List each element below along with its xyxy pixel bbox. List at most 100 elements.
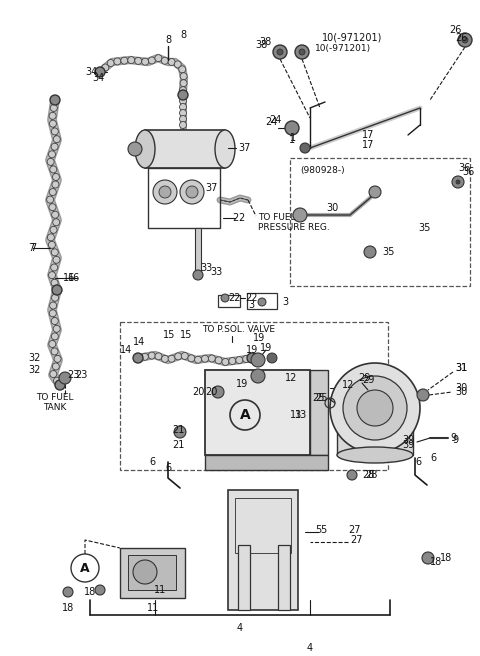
Circle shape — [53, 325, 60, 333]
Text: 12: 12 — [285, 373, 298, 383]
Circle shape — [168, 355, 175, 362]
Ellipse shape — [215, 130, 235, 168]
Bar — [195, 228, 201, 273]
Circle shape — [180, 115, 187, 123]
Circle shape — [135, 58, 142, 64]
Circle shape — [48, 241, 55, 249]
Text: 8: 8 — [165, 35, 171, 45]
Text: 37: 37 — [238, 143, 251, 153]
Circle shape — [180, 98, 187, 104]
Text: 5: 5 — [315, 525, 321, 535]
Circle shape — [222, 358, 229, 365]
Circle shape — [267, 353, 277, 363]
Circle shape — [174, 426, 186, 438]
Circle shape — [180, 110, 187, 117]
Circle shape — [188, 355, 195, 362]
Circle shape — [194, 356, 202, 363]
Circle shape — [175, 353, 181, 360]
Text: 6: 6 — [430, 453, 436, 463]
Circle shape — [168, 58, 175, 66]
Circle shape — [159, 186, 171, 198]
Circle shape — [96, 68, 104, 75]
Circle shape — [357, 390, 393, 426]
Circle shape — [95, 67, 105, 77]
Text: A: A — [240, 408, 251, 422]
Text: 18: 18 — [62, 603, 74, 613]
Circle shape — [456, 180, 460, 184]
Circle shape — [51, 279, 58, 286]
Circle shape — [51, 96, 59, 104]
Circle shape — [49, 302, 57, 309]
Circle shape — [49, 188, 56, 195]
Circle shape — [236, 357, 243, 363]
Bar — [228, 490, 298, 610]
Circle shape — [53, 256, 60, 263]
Circle shape — [63, 587, 73, 597]
Circle shape — [49, 112, 56, 119]
Circle shape — [208, 355, 216, 362]
Text: 19: 19 — [260, 343, 272, 353]
Text: 36: 36 — [458, 163, 470, 173]
Circle shape — [180, 87, 186, 94]
Text: 32: 32 — [28, 353, 40, 363]
Circle shape — [114, 58, 121, 65]
Text: 1: 1 — [290, 133, 296, 143]
Circle shape — [47, 158, 54, 165]
Text: 19: 19 — [253, 333, 265, 343]
Circle shape — [251, 369, 265, 383]
Text: 2: 2 — [238, 213, 244, 223]
Circle shape — [364, 246, 376, 258]
Circle shape — [180, 180, 204, 204]
Text: 13: 13 — [290, 410, 302, 420]
Circle shape — [53, 377, 60, 384]
Circle shape — [121, 57, 128, 64]
Circle shape — [299, 49, 305, 55]
Text: 28: 28 — [362, 470, 374, 480]
Text: 25: 25 — [315, 393, 328, 403]
Circle shape — [48, 272, 56, 279]
Text: TO FUEL: TO FUEL — [36, 394, 74, 403]
Circle shape — [49, 310, 56, 317]
Circle shape — [330, 363, 420, 453]
Text: 8: 8 — [180, 30, 186, 40]
Circle shape — [193, 270, 203, 280]
Text: 35: 35 — [418, 223, 431, 233]
Ellipse shape — [337, 447, 413, 463]
Circle shape — [55, 380, 65, 390]
Circle shape — [52, 285, 62, 295]
Text: 21: 21 — [172, 425, 184, 435]
Text: 2: 2 — [232, 213, 238, 223]
Circle shape — [247, 353, 257, 363]
Circle shape — [179, 66, 186, 73]
Circle shape — [102, 64, 109, 71]
Circle shape — [148, 57, 156, 64]
Circle shape — [181, 352, 188, 359]
Text: 18: 18 — [440, 553, 452, 563]
Text: 23: 23 — [68, 370, 80, 380]
Bar — [247, 293, 277, 309]
Circle shape — [251, 353, 265, 367]
Circle shape — [50, 104, 57, 112]
Circle shape — [53, 218, 60, 226]
Text: 10(-971201): 10(-971201) — [322, 33, 383, 43]
Circle shape — [229, 358, 236, 365]
Text: 14: 14 — [133, 337, 145, 347]
Circle shape — [50, 371, 57, 378]
Text: 9: 9 — [450, 433, 456, 443]
Circle shape — [180, 73, 187, 80]
Circle shape — [295, 45, 309, 59]
Text: 38: 38 — [256, 40, 268, 50]
Circle shape — [212, 386, 224, 398]
Text: TO P.SOL. VALVE: TO P.SOL. VALVE — [202, 325, 275, 335]
Circle shape — [369, 186, 381, 198]
Circle shape — [53, 287, 60, 293]
Circle shape — [202, 355, 208, 362]
Text: (980928-): (980928-) — [300, 165, 345, 174]
Text: 6: 6 — [165, 463, 171, 473]
Circle shape — [462, 37, 468, 43]
Text: 30: 30 — [326, 203, 338, 213]
Circle shape — [51, 348, 58, 355]
Circle shape — [258, 298, 266, 306]
Text: 23: 23 — [75, 370, 87, 380]
Bar — [218, 295, 240, 307]
